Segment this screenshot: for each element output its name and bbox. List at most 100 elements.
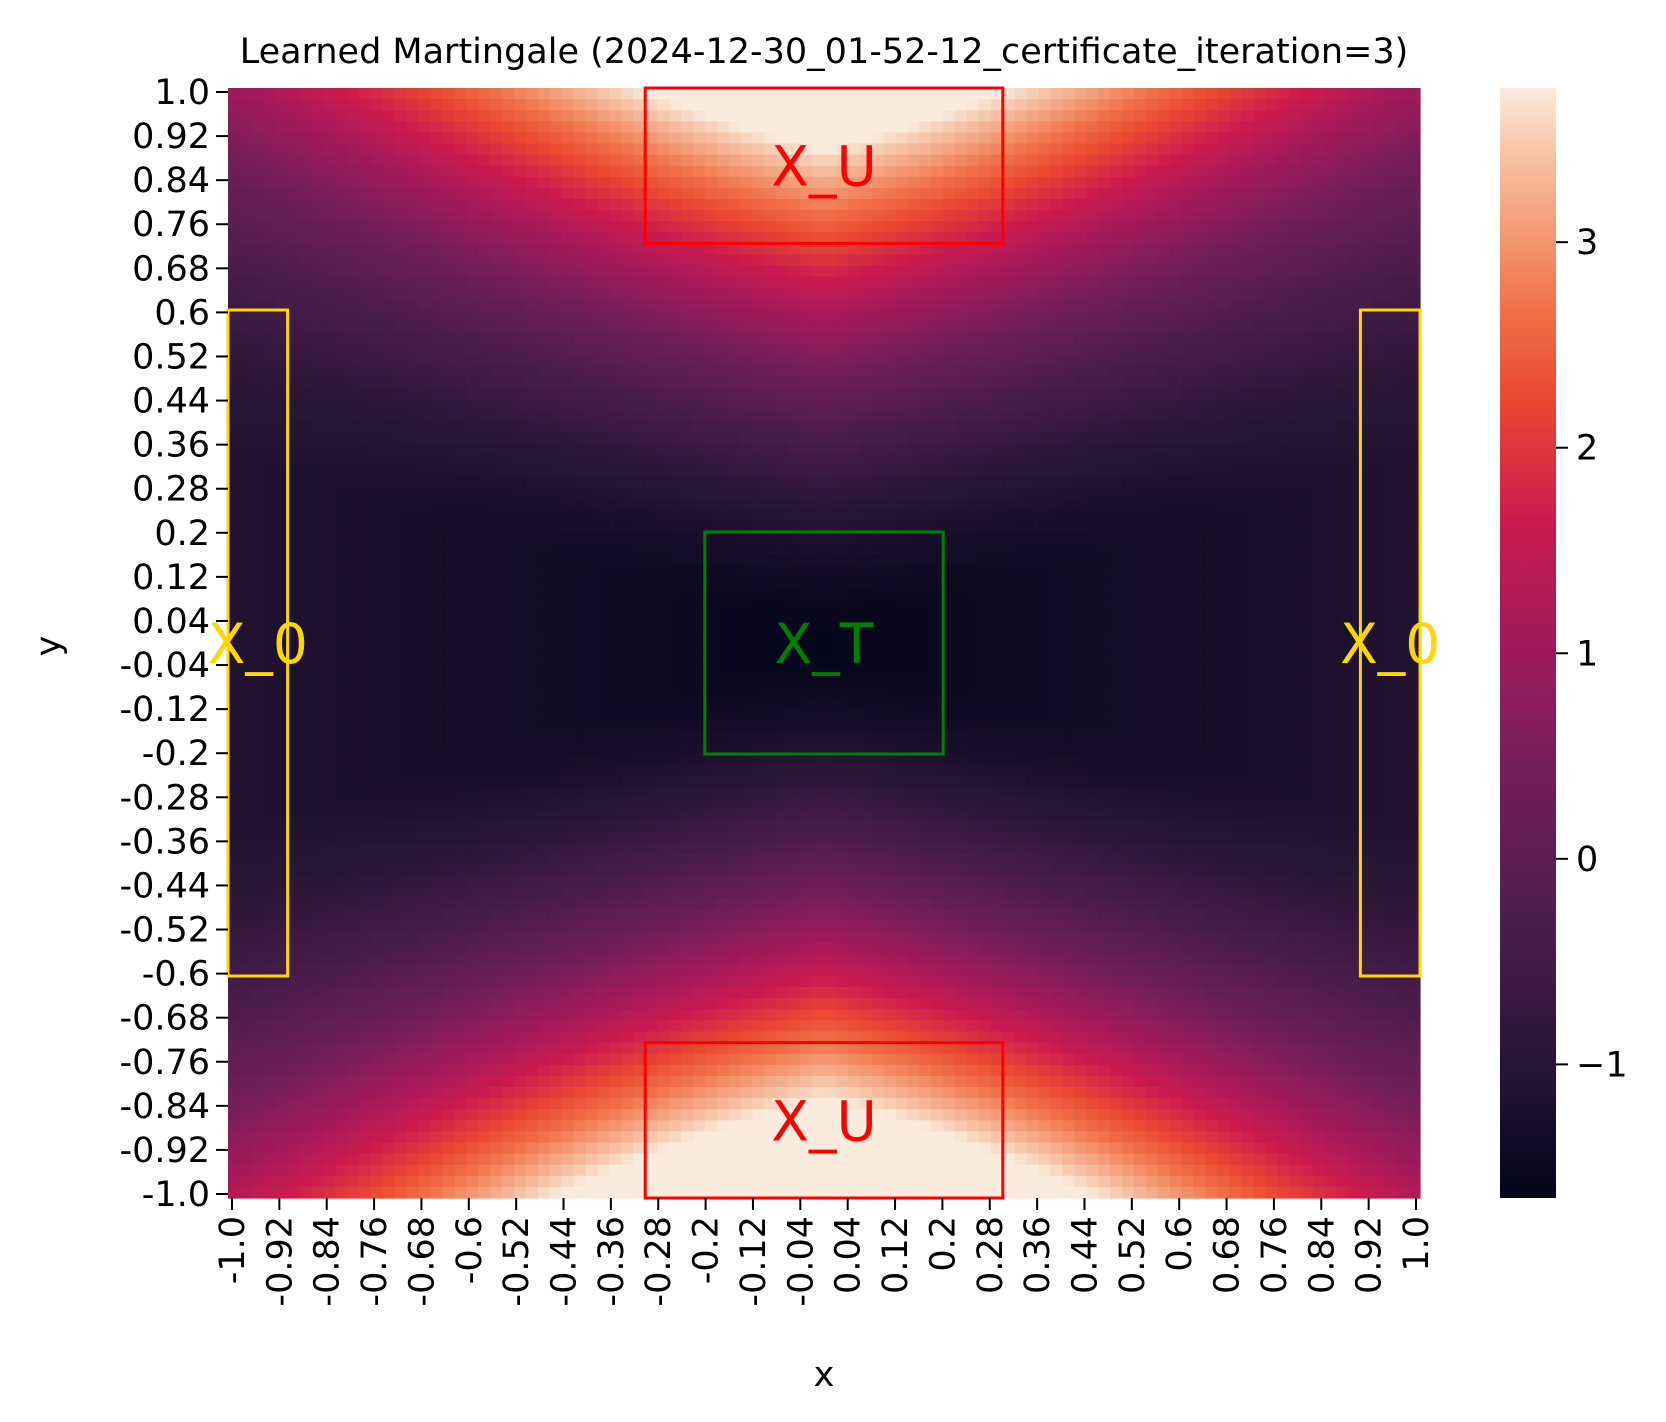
heatmap-cell xyxy=(1098,620,1111,633)
heatmap-cell xyxy=(1086,476,1099,489)
heatmap-cell xyxy=(382,454,396,466)
heatmap-cell xyxy=(382,243,396,256)
heatmap-cell xyxy=(442,265,456,278)
heatmap-cell xyxy=(669,132,682,145)
heatmap-cell xyxy=(1396,365,1409,378)
heatmap-cell xyxy=(1169,254,1183,267)
heatmap-cell xyxy=(812,487,825,500)
heatmap-cell xyxy=(275,476,289,489)
heatmap-cell xyxy=(1086,409,1099,422)
heatmap-cell xyxy=(323,565,336,577)
heatmap-cell xyxy=(418,376,432,389)
heatmap-cell xyxy=(418,465,432,478)
heatmap-cell xyxy=(323,110,336,122)
heatmap-cell xyxy=(323,587,336,600)
heatmap-cell xyxy=(1074,554,1087,566)
heatmap-cell xyxy=(335,620,348,633)
heatmap-cell xyxy=(1181,376,1195,389)
heatmap-cell xyxy=(931,387,944,400)
heatmap-cell xyxy=(228,310,241,322)
heatmap-cell xyxy=(275,154,289,167)
heatmap-cell xyxy=(847,465,861,478)
heatmap-cell xyxy=(1038,465,1052,478)
heatmap-cell xyxy=(1336,487,1350,500)
heatmap-cell xyxy=(228,576,241,589)
heatmap-cell xyxy=(1002,498,1016,511)
heatmap-cell xyxy=(466,631,479,644)
heatmap-cell xyxy=(740,165,754,178)
heatmap-cell xyxy=(728,587,742,600)
heatmap-cell xyxy=(800,88,813,100)
heatmap-cell xyxy=(1205,365,1218,378)
heatmap-cell xyxy=(907,321,920,333)
heatmap-cell xyxy=(907,498,920,511)
heatmap-cell xyxy=(1384,576,1397,589)
heatmap-cell xyxy=(800,476,813,489)
heatmap-cell xyxy=(657,154,670,167)
heatmap-cell xyxy=(573,498,587,511)
heatmap-cell xyxy=(597,110,611,122)
heatmap-cell xyxy=(1300,165,1314,178)
heatmap-cell xyxy=(657,409,670,422)
heatmap-cell xyxy=(704,154,718,167)
heatmap-cell xyxy=(669,199,682,211)
heatmap-cell xyxy=(657,631,670,644)
heatmap-cell xyxy=(1122,88,1135,100)
heatmap-cell xyxy=(728,609,742,622)
heatmap-cell xyxy=(943,110,956,122)
heatmap-cell xyxy=(287,210,301,222)
heatmap-cell xyxy=(1026,265,1040,278)
heatmap-cell xyxy=(561,543,575,555)
heatmap-cell xyxy=(621,465,634,478)
heatmap-cell xyxy=(1372,421,1385,433)
heatmap-cell xyxy=(1086,631,1099,644)
heatmap-cell xyxy=(1372,232,1385,244)
heatmap-cell xyxy=(1181,121,1195,133)
heatmap-cell xyxy=(883,310,897,322)
heatmap-cell xyxy=(1002,276,1016,289)
heatmap-cell xyxy=(537,398,551,411)
heatmap-cell xyxy=(1062,176,1075,189)
heatmap-cell xyxy=(1145,609,1159,622)
heatmap-cell xyxy=(1336,543,1350,555)
heatmap-cell xyxy=(978,421,992,433)
heatmap-cell xyxy=(847,498,861,511)
heatmap-cell xyxy=(1062,321,1075,333)
heatmap-cell xyxy=(1110,520,1123,533)
heatmap-cell xyxy=(371,187,384,200)
heatmap-cell xyxy=(1110,210,1123,222)
heatmap-cell xyxy=(382,332,396,344)
heatmap-cell xyxy=(1122,287,1135,300)
heatmap-cell xyxy=(1265,520,1278,533)
heatmap-cell xyxy=(1110,565,1123,577)
heatmap-cell xyxy=(1038,154,1052,167)
heatmap-cell xyxy=(800,254,813,267)
heatmap-cell xyxy=(609,99,622,111)
heatmap-cell xyxy=(430,487,444,500)
heatmap-cell xyxy=(800,509,813,522)
heatmap-cell xyxy=(597,165,611,178)
heatmap-cell xyxy=(1181,343,1195,355)
heatmap-cell xyxy=(824,99,837,111)
heatmap-cell xyxy=(1276,565,1290,577)
heatmap-cell xyxy=(621,376,634,389)
heatmap-cell xyxy=(621,565,634,577)
heatmap-cell xyxy=(371,121,384,133)
heatmap-cell xyxy=(1074,476,1087,489)
heatmap-cell xyxy=(1241,221,1254,233)
heatmap-cell xyxy=(657,554,670,566)
heatmap-cell xyxy=(454,498,467,511)
heatmap-cell xyxy=(561,587,575,600)
heatmap-cell xyxy=(239,143,253,156)
heatmap-cell xyxy=(1312,432,1326,444)
heatmap-cell xyxy=(919,165,932,178)
heatmap-cell xyxy=(1062,187,1075,200)
heatmap-cell xyxy=(871,210,885,222)
heatmap-cell xyxy=(1145,254,1159,267)
heatmap-cell xyxy=(323,121,336,133)
heatmap-cell xyxy=(1408,487,1421,500)
heatmap-cell xyxy=(1372,409,1385,422)
heatmap-cell xyxy=(251,221,265,233)
heatmap-cell xyxy=(645,587,658,600)
heatmap-cell xyxy=(1253,454,1266,466)
